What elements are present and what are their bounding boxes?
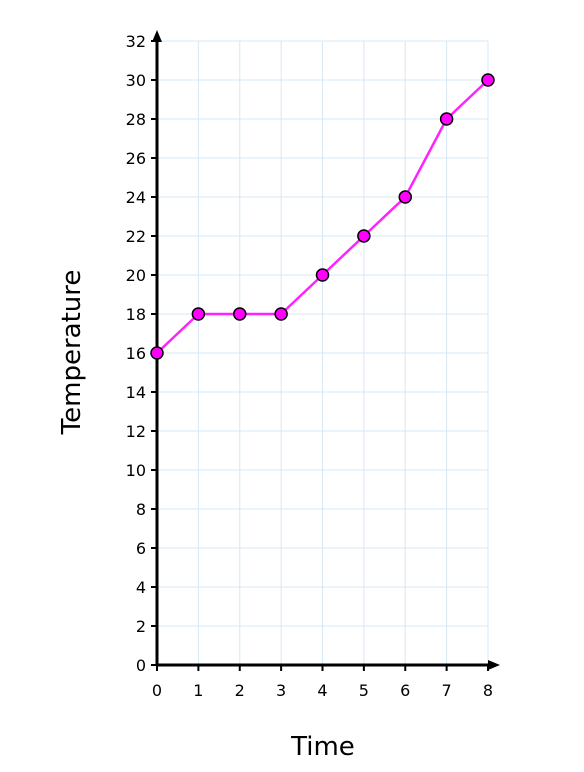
y-tick-label: 14 [126,383,146,402]
y-tick-label: 28 [126,110,146,129]
y-tick-label: 30 [126,71,146,90]
x-tick-label: 3 [276,681,286,700]
x-axis-arrow [488,660,500,670]
y-tick-label: 0 [136,656,146,675]
x-tick-label: 0 [152,681,162,700]
axes [151,30,500,671]
series-group [150,73,495,360]
data-point [357,229,371,243]
y-tick-label: 8 [136,500,146,519]
data-point [398,190,412,204]
data-point [233,307,247,321]
x-tick-labels: 0 1 2 3 4 5 6 7 8 [152,681,493,700]
data-point [481,73,495,87]
y-tick-label: 6 [136,539,146,558]
y-tick-label: 24 [126,188,146,207]
y-tick-label: 20 [126,266,146,285]
x-tick-label: 6 [400,681,410,700]
data-point [150,346,164,360]
y-tick-label: 10 [126,461,146,480]
x-tick-label: 8 [483,681,493,700]
data-point [191,307,206,321]
y-tick-label: 26 [126,149,146,168]
x-axis-title: Time [290,732,355,762]
data-point [439,112,454,126]
x-tick-label: 1 [193,681,203,700]
y-axis-title: Temperature [57,270,87,436]
y-tick-label: 18 [126,305,146,324]
y-tick-label: 4 [136,578,146,597]
y-tick-label: 2 [136,617,146,636]
y-tick-label: 12 [126,422,146,441]
x-tick-label: 7 [442,681,452,700]
data-point [274,307,288,321]
x-tick-label: 2 [235,681,245,700]
y-axis-arrow [152,30,162,42]
y-tick-label: 22 [126,227,146,246]
y-tick-label: 32 [126,32,146,51]
x-tick-label: 4 [317,681,327,700]
x-tick-label: 5 [359,681,369,700]
data-point [315,268,330,282]
y-tick-label: 16 [126,344,146,363]
